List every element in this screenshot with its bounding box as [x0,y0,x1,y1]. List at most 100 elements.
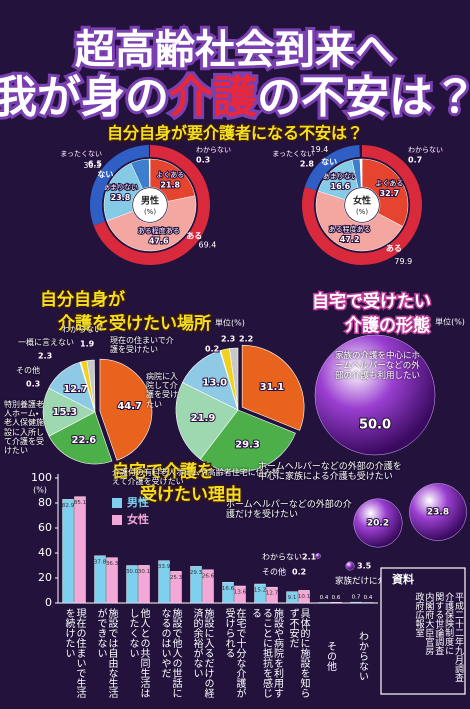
ring-label: ない [97,170,113,179]
center-label: 女性 [353,195,371,207]
y-tick-label: 40 [38,546,52,559]
category-label: ホームヘルパーなどの外部の介護だけを受けたい [226,500,352,521]
value-label: 25.3 [170,575,183,581]
source-line: 介護保険制度に [443,592,454,655]
center-unit: (%) [356,208,368,216]
bar [330,602,342,604]
value-label: 30.0 [126,569,139,575]
ring-label: ある [186,231,202,240]
section-title: 自宅で受けたい [312,291,431,312]
category-label: 病院に入院して介護を受けたい [146,372,178,409]
ring-value: 79.9 [394,257,412,266]
value-label: 2.1 [302,553,317,562]
section-title: 介護を受けたい場所 [58,313,211,334]
pie-slice [229,347,239,411]
bar [362,602,374,604]
ring-segment [304,145,360,191]
value-label: 29.3 [235,440,260,451]
bar [62,499,74,604]
value-label: 26.6 [202,573,215,579]
value-label: 2.2 [239,335,253,344]
value-label: 0.4 [364,595,373,601]
x-tick-label: 在宅で十分な介護が受けられる [223,608,245,698]
ring-label: ある [386,244,402,253]
value-label: 12.7 [266,591,279,597]
ring-value: 30.3 [83,161,101,170]
pie-slice [42,387,96,437]
legend-label: 男性 [127,495,149,509]
value-label: 85.1 [74,500,86,506]
value-label: 50.0 [359,418,391,433]
category-label: ある程度ある [329,225,371,234]
value-label: 10.1 [298,594,310,600]
bar [222,582,234,604]
source-heading: 資料 [392,572,414,586]
value-label: 31.1 [260,382,285,393]
value-label: 0.4 [320,595,329,601]
title-line: 超高齢社会到来へ [75,27,395,73]
bar [158,560,170,604]
pie-slice [48,411,113,465]
category-label: その他 [262,567,286,577]
value-label: 6.5 [88,160,103,169]
value-label: 0.3 [26,380,40,389]
bar [190,566,202,604]
value-label: 2.8 [300,160,315,169]
value-label: 47.6 [149,236,169,245]
value-label: 0.6 [332,595,341,601]
value-label: 0.2 [292,568,306,577]
pie-slice [199,409,296,473]
section-title: 自宅で介護を [112,461,214,482]
value-label: 21.9 [191,413,216,424]
bubble [314,334,436,456]
section-title: 受けたい理由 [140,484,242,505]
bar [266,586,278,604]
donut-segment [149,158,196,202]
category-label: まったくない [272,150,314,158]
category-label: あまりない [323,172,358,180]
value-label: 36.3 [106,561,119,567]
x-tick-label: 他人との共同生活はしたくない [127,608,149,698]
donut-center [133,188,167,222]
category-label: よくある [156,171,184,179]
pie-slice [175,382,239,460]
value-label: 37.8 [94,559,107,565]
category-label: わからない [196,146,231,154]
value-label: 3.5 [357,562,372,571]
category-label: 特別養護老人ホーム・老人保健施設に入所して介護を受けたい [4,400,44,455]
section-title: 自分自身が [40,289,125,310]
bar [350,601,362,604]
title-segment: の [257,72,301,123]
x-tick-label: 施設に入るだけの経済的余裕がない [191,608,213,698]
value-label: 23.8 [427,508,449,518]
x-tick-label: わからない [356,631,368,681]
x-tick-label: 施設では自由な生活ができない [95,608,117,698]
value-label: 29.3 [190,570,203,576]
title-segment: 我が身の [0,72,169,123]
x-tick-label: その他 [324,641,336,671]
bar [94,555,106,604]
bar [106,557,118,604]
section-title: 自分自身が要介護者になる不安は？ [107,124,363,143]
value-label: 1.9 [80,340,95,349]
ring-value: 19.4 [311,145,329,154]
bubble [315,553,321,559]
bar [254,583,266,604]
value-label: 82.9 [62,503,75,509]
category-label: ホームヘルパーなどの外部の介護を中心に家族による介護も受けたい [258,462,402,483]
value-label: 12.7 [63,384,88,395]
value-label: 33.9 [158,564,171,570]
value-label: 13.6 [234,590,247,596]
category-label: まったくない [60,150,102,158]
bubble [345,561,355,571]
donut-segment [103,162,143,222]
y-tick-label: 0 [45,596,52,609]
source-line: 内閣府大臣官房 [423,592,434,655]
value-label: 13.0 [202,378,227,389]
category-label: わからない [62,325,102,334]
donut-segment [361,158,409,227]
bar [202,569,214,604]
section-title: 介護の形態 [345,315,430,336]
